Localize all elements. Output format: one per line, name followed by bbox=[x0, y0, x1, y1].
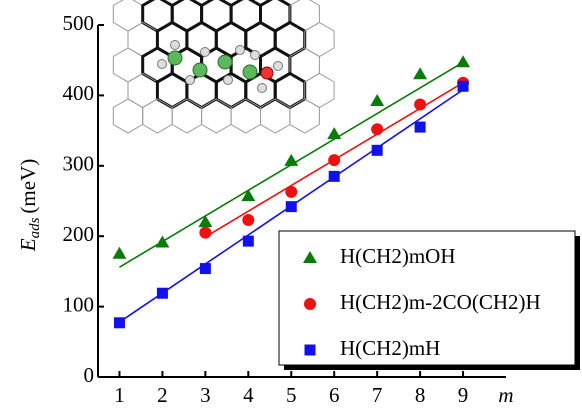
square-point bbox=[458, 81, 469, 92]
x-tick-label: 4 bbox=[243, 383, 254, 407]
carbon-atom bbox=[193, 63, 207, 77]
triangle-point bbox=[413, 67, 427, 79]
hydrogen-atom bbox=[236, 46, 245, 55]
y-tick-label: 300 bbox=[63, 152, 95, 176]
square-point bbox=[329, 171, 340, 182]
triangle-point bbox=[327, 127, 341, 139]
y-label-unit: (meV) bbox=[16, 159, 40, 214]
square-point bbox=[415, 122, 426, 133]
carbon-atom bbox=[168, 51, 182, 65]
circle-point bbox=[242, 214, 254, 226]
y-tick-label: 200 bbox=[63, 222, 95, 246]
y-tick-label: 100 bbox=[63, 292, 95, 316]
x-tick-label: 6 bbox=[329, 383, 340, 407]
carbon-atom bbox=[243, 65, 257, 79]
hydrogen-atom bbox=[171, 41, 180, 50]
circle-point bbox=[414, 99, 426, 111]
square-point bbox=[243, 236, 254, 247]
legend-marker bbox=[304, 298, 316, 310]
hydrogen-atom bbox=[224, 76, 233, 85]
triangle-point bbox=[370, 94, 384, 106]
y-tick-label: 0 bbox=[84, 363, 95, 387]
triangle-point bbox=[456, 55, 470, 67]
triangle-point bbox=[241, 189, 255, 201]
square-point bbox=[200, 263, 211, 274]
triangle-point bbox=[112, 247, 126, 259]
hydrogen-atom bbox=[251, 51, 260, 60]
y-label-symbol: E bbox=[16, 238, 40, 252]
legend-marker bbox=[305, 345, 316, 356]
chart: 0 100 200 300 400 500 1 2 3 4 5 6 7 8 9 m Eads (meV) H(CH2… bbox=[0, 0, 582, 410]
molecule-inset bbox=[113, 0, 334, 133]
legend-label: H(CH2)m-2CO(CH2)H bbox=[340, 290, 541, 314]
legend-label: H(CH2)mH bbox=[340, 336, 440, 360]
circle-point bbox=[199, 227, 211, 239]
x-tick-label: 2 bbox=[157, 383, 168, 407]
carbon-atom bbox=[218, 55, 232, 69]
y-tick-label: 500 bbox=[63, 11, 95, 35]
y-axis-label: Eads (meV) bbox=[16, 159, 44, 252]
circle-point bbox=[328, 154, 340, 166]
y-tick-label: 400 bbox=[63, 81, 95, 105]
x-tick-label: 1 bbox=[114, 383, 125, 407]
hydrogen-atom bbox=[201, 48, 210, 57]
oxygen-atom bbox=[261, 67, 273, 79]
circle-point bbox=[371, 123, 383, 135]
square-point bbox=[114, 317, 125, 328]
x-tick-label: 3 bbox=[200, 383, 211, 407]
hydrogen-atom bbox=[186, 76, 195, 85]
square-point bbox=[286, 201, 297, 212]
square-point bbox=[157, 288, 168, 299]
x-tick-label: 9 bbox=[458, 383, 469, 407]
square-point bbox=[372, 145, 383, 156]
hydrogen-atom bbox=[274, 62, 283, 71]
x-axis-label: m bbox=[498, 383, 513, 407]
legend-label: H(CH2)mOH bbox=[340, 244, 456, 268]
triangle-point bbox=[284, 154, 298, 166]
triangle-point bbox=[198, 215, 212, 227]
hydrogen-atom bbox=[158, 60, 167, 69]
x-tick-label: 8 bbox=[415, 383, 426, 407]
x-tick-label: 5 bbox=[286, 383, 297, 407]
circle-point bbox=[285, 186, 297, 198]
y-label-subscript: ads bbox=[27, 217, 43, 238]
x-tick-label: 7 bbox=[372, 383, 383, 407]
hydrogen-atom bbox=[258, 84, 267, 93]
triangle-point bbox=[155, 236, 169, 248]
